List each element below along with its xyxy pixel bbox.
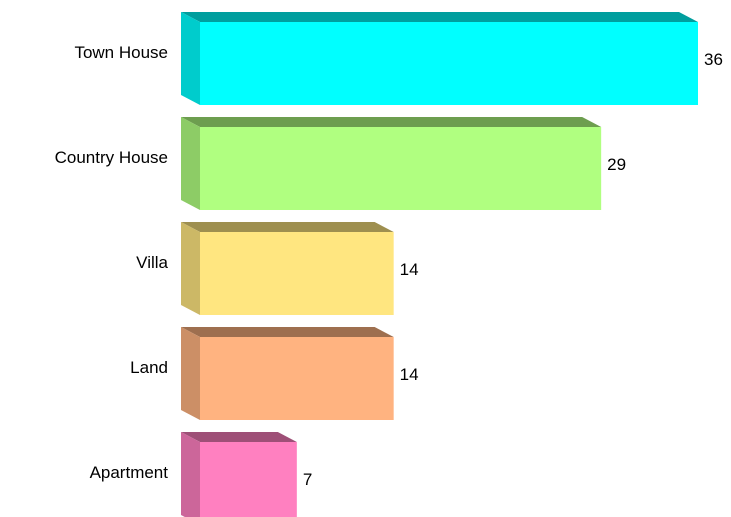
- bar-side: [181, 12, 200, 105]
- bar: [181, 327, 394, 420]
- bar-side: [181, 432, 200, 517]
- bar-front: [200, 127, 602, 210]
- bar: [181, 117, 602, 210]
- value-label: 14: [400, 260, 419, 279]
- bar-side: [181, 117, 200, 210]
- bar: [181, 222, 394, 315]
- bar-side: [181, 327, 200, 420]
- bar: [181, 12, 698, 105]
- category-label: Country House: [55, 148, 168, 167]
- bar-top: [181, 222, 394, 232]
- category-label: Town House: [74, 43, 168, 62]
- bar-front: [200, 232, 394, 315]
- bar-front: [200, 337, 394, 420]
- bar-front: [200, 22, 698, 105]
- value-label: 7: [303, 470, 312, 489]
- bar-side: [181, 222, 200, 315]
- bar-top: [181, 327, 394, 337]
- value-label: 29: [607, 155, 626, 174]
- category-label: Land: [130, 358, 168, 377]
- bar-top: [181, 432, 297, 442]
- category-label: Villa: [136, 253, 168, 272]
- bar-top: [181, 12, 698, 22]
- category-label: Apartment: [90, 463, 169, 482]
- value-label: 14: [400, 365, 419, 384]
- bar-top: [181, 117, 602, 127]
- value-label: 36: [704, 50, 723, 69]
- bar: [181, 432, 297, 517]
- bar-front: [200, 442, 297, 517]
